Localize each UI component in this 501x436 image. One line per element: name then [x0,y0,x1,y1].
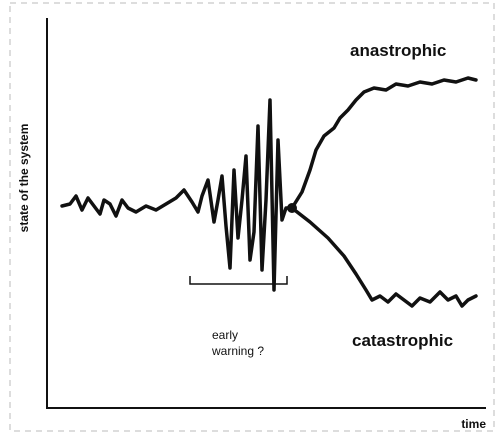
upper-branch-label: anastrophic [350,41,446,60]
y-axis-label: state of the system [17,124,31,233]
lower-branch-label: catastrophic [352,331,453,350]
system-trajectory [60,98,294,292]
annotation-line: warning ? [211,344,264,358]
bifurcation-point [287,203,297,213]
frame [9,2,495,432]
catastrophic-branch [290,206,478,308]
anastrophic-branch [290,76,478,210]
annotation-line: early [212,328,238,342]
x-axis-label: time [461,417,486,431]
early-warning-bracket [189,276,288,285]
